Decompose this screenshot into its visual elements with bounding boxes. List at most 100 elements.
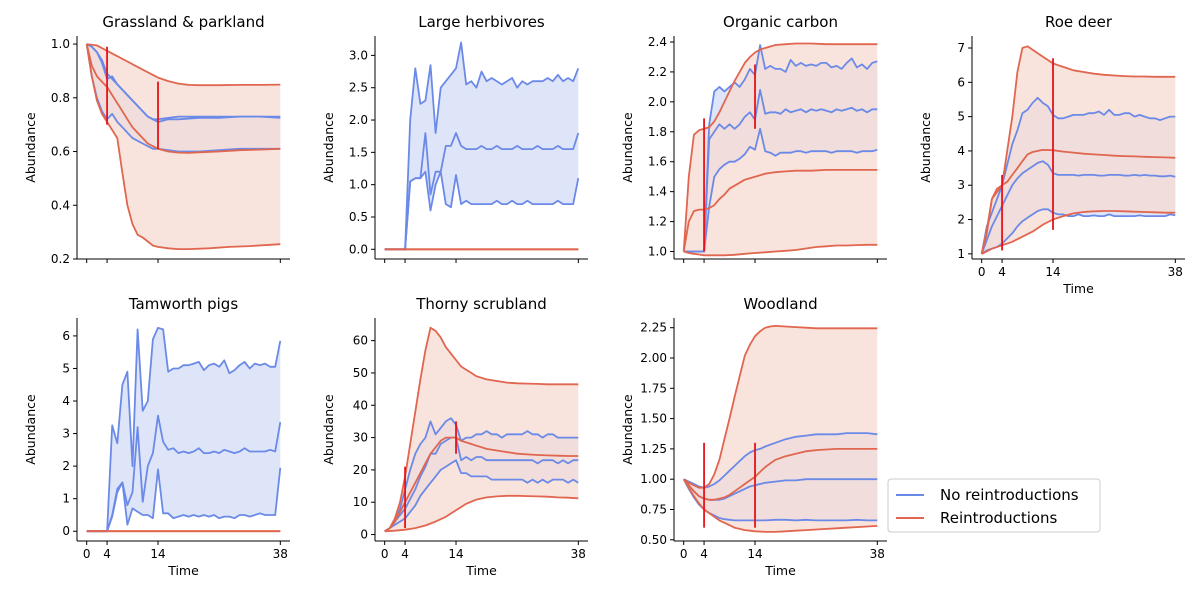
x-tick-label: 14 (1045, 265, 1060, 279)
series-line-none_hi (980, 96, 1176, 255)
y-tick-label: 3 (62, 427, 70, 441)
series-line-none_lo (683, 127, 878, 253)
series-line-rein_lo (85, 43, 281, 250)
y-tick-label: 1.6 (648, 155, 667, 169)
legend-box (887, 478, 1101, 533)
y-tick-label: 1.00 (640, 472, 667, 486)
y-tick-label: 2.5 (349, 81, 368, 95)
y-tick-label: 2.0 (349, 113, 368, 127)
y-tick-label: 1.0 (648, 245, 667, 259)
y-tick-label: 1.5 (349, 145, 368, 159)
y-tick-label: 3.0 (349, 48, 368, 62)
y-tick-label: 60 (353, 334, 368, 348)
y-tick-label: 0.0 (349, 242, 368, 256)
y-axis-label: Abundance (620, 112, 635, 183)
y-tick-label: 1 (957, 247, 965, 261)
y-tick-label: 0.4 (51, 198, 70, 212)
band-red (981, 46, 1176, 254)
x-tick-label: 0 (680, 547, 688, 561)
y-tick-label: 2.0 (648, 95, 667, 109)
panel-6: 0.50 0.75 1.00 1.25 1.50 1.75 2.00 2.25 0 4 14 38 Wo… (620, 295, 887, 578)
x-tick-label: 14 (150, 547, 165, 561)
series-line-rein_lo (682, 478, 878, 533)
y-tick-label: 2.2 (648, 65, 667, 79)
y-tick-label: 1.0 (349, 178, 368, 192)
band-blue (86, 327, 281, 532)
panel-2: 1.0 1.2 1.4 1.6 1.8 2.0 2.2 2.4 Organic carbon Ab… (620, 13, 887, 263)
x-tick-label: 4 (998, 265, 1006, 279)
series-line-none_mid (86, 414, 282, 533)
x-tick-label: 4 (401, 547, 409, 561)
y-tick-label: 1.75 (640, 381, 667, 395)
y-tick-label: 0.6 (51, 145, 70, 159)
y-tick-label: 2.4 (648, 35, 667, 49)
panel-title: Woodland (743, 295, 817, 313)
series-line-rein_lo (981, 210, 1176, 255)
panel-0: 0.2 0.4 0.6 0.8 1.0 Grassland & parkland Abund… (23, 13, 290, 266)
series-line-rein_hi (384, 326, 579, 533)
y-tick-label: 30 (353, 431, 368, 445)
x-tick-label: 38 (870, 547, 885, 561)
y-tick-label: 1 (62, 492, 70, 506)
series-line-none_lo (85, 43, 281, 153)
series-line-none_lo (384, 459, 579, 533)
y-tick-label: 5 (62, 361, 70, 375)
series-line-none_hi (683, 432, 878, 489)
y-tick-label: 0.8 (51, 91, 70, 105)
series-line-none_mid (384, 436, 579, 533)
y-tick-label: 1.2 (648, 215, 667, 229)
x-axis-label: Time (764, 563, 796, 578)
y-tick-label: 2 (62, 459, 70, 473)
y-tick-label: 40 (353, 398, 368, 412)
panel-title: Grassland & parkland (102, 13, 264, 31)
y-tick-label: 0.75 (640, 502, 667, 516)
y-tick-label: 0 (62, 524, 70, 538)
series-line-rein_mid (85, 43, 281, 154)
x-tick-label: 0 (381, 547, 389, 561)
series-line-none_hi (384, 41, 580, 251)
y-tick-label: 6 (62, 329, 70, 343)
x-tick-label: 14 (448, 547, 463, 561)
y-tick-label: 0.50 (640, 533, 667, 547)
x-tick-label: 38 (273, 547, 288, 561)
legend-label: No reintroductions (940, 486, 1079, 504)
y-tick-label: 2.25 (640, 321, 667, 335)
x-tick-label: 14 (747, 547, 762, 561)
series-line-none_mid (86, 43, 281, 123)
y-tick-label: 0 (360, 528, 368, 542)
y-tick-label: 3 (957, 178, 965, 192)
x-tick-label: 38 (1168, 265, 1183, 279)
legend: No reintroductions Reintroductions (887, 478, 1101, 533)
y-tick-label: 50 (353, 366, 368, 380)
x-tick-label: 0 (83, 547, 91, 561)
panel-title: Roe deer (1045, 13, 1113, 31)
x-tick-label: 0 (978, 265, 986, 279)
y-tick-label: 0.2 (51, 252, 70, 266)
y-axis-label: Abundance (23, 394, 38, 465)
series-line-none_mid (980, 160, 1176, 255)
legend-label: Reintroductions (940, 509, 1058, 527)
x-axis-label: Time (167, 563, 199, 578)
series-line-none_hi (384, 417, 579, 533)
y-tick-label: 2 (957, 213, 965, 227)
x-tick-label: 38 (571, 547, 586, 561)
y-tick-label: 1.8 (648, 125, 667, 139)
series-line-rein_lo (683, 243, 878, 257)
band-red (384, 327, 579, 532)
x-axis-label: Time (465, 563, 497, 578)
panel-title: Thorny scrubland (415, 295, 547, 313)
series-line-none_hi (683, 44, 878, 253)
y-axis-label: Abundance (620, 394, 635, 465)
y-tick-label: 1.4 (648, 185, 667, 199)
y-tick-label: 2.00 (640, 351, 667, 365)
y-tick-label: 6 (957, 75, 965, 89)
panel-title: Large herbivores (418, 13, 545, 31)
y-axis-label: Abundance (321, 394, 336, 465)
series-line-rein_hi (683, 325, 878, 489)
y-tick-label: 1.50 (640, 412, 667, 426)
series-line-none_lo (981, 208, 1176, 255)
y-tick-label: 1.0 (51, 37, 70, 51)
series-line-rein_lo (384, 494, 579, 533)
series-line-none_lo (384, 170, 580, 251)
